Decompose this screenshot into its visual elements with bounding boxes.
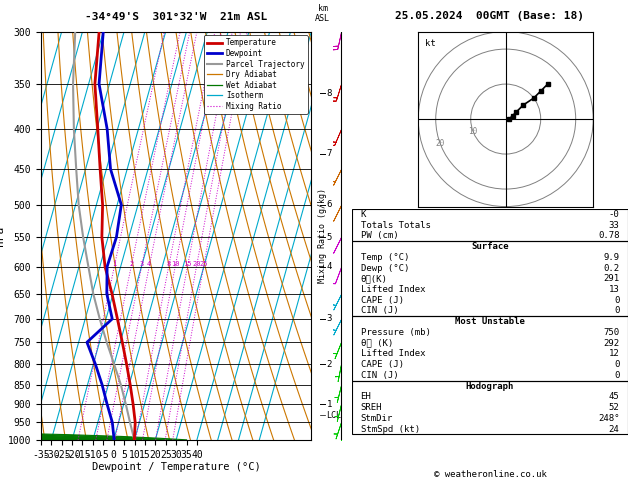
- Text: 10: 10: [468, 126, 477, 136]
- Text: 0.78: 0.78: [598, 231, 620, 240]
- Text: 750: 750: [603, 328, 620, 337]
- Text: 20: 20: [192, 260, 201, 267]
- Text: kt: kt: [425, 38, 436, 48]
- Text: 52: 52: [609, 403, 620, 412]
- Text: 1: 1: [112, 260, 116, 267]
- X-axis label: Dewpoint / Temperature (°C): Dewpoint / Temperature (°C): [92, 462, 260, 472]
- Text: Dewp (°C): Dewp (°C): [360, 263, 409, 273]
- Text: 8: 8: [326, 89, 332, 98]
- Text: 5: 5: [326, 233, 332, 242]
- Text: Pressure (mb): Pressure (mb): [360, 328, 430, 337]
- Text: 2: 2: [129, 260, 133, 267]
- Bar: [352, 209, 628, 241]
- Text: 33: 33: [609, 221, 620, 229]
- Text: 15: 15: [183, 260, 192, 267]
- Legend: Temperature, Dewpoint, Parcel Trajectory, Dry Adiabat, Wet Adiabat, Isotherm, Mi: Temperature, Dewpoint, Parcel Trajectory…: [204, 35, 308, 114]
- Text: 20: 20: [435, 139, 445, 148]
- Text: Most Unstable: Most Unstable: [455, 317, 525, 326]
- Text: SREH: SREH: [360, 403, 382, 412]
- Text: 0: 0: [614, 360, 620, 369]
- Text: 25: 25: [199, 260, 208, 267]
- Text: 291: 291: [603, 274, 620, 283]
- Text: 3: 3: [326, 314, 332, 323]
- Text: 0: 0: [614, 296, 620, 305]
- Text: CAPE (J): CAPE (J): [360, 360, 404, 369]
- Text: StmSpd (kt): StmSpd (kt): [360, 425, 420, 434]
- Text: Hodograph: Hodograph: [466, 382, 514, 391]
- Text: θᴇ (K): θᴇ (K): [360, 339, 392, 347]
- Text: 4: 4: [147, 260, 152, 267]
- Text: CIN (J): CIN (J): [360, 307, 398, 315]
- Text: Surface: Surface: [471, 242, 509, 251]
- Text: PW (cm): PW (cm): [360, 231, 398, 240]
- Text: 9.9: 9.9: [603, 253, 620, 262]
- Text: 292: 292: [603, 339, 620, 347]
- Bar: [352, 241, 628, 316]
- Text: 3: 3: [140, 260, 143, 267]
- Text: Lifted Index: Lifted Index: [360, 285, 425, 294]
- Text: K: K: [360, 210, 366, 219]
- Text: StmDir: StmDir: [360, 414, 392, 423]
- Text: LCL: LCL: [326, 411, 342, 420]
- Text: Mixing Ratio (g/kg): Mixing Ratio (g/kg): [318, 188, 328, 283]
- Text: Lifted Index: Lifted Index: [360, 349, 425, 359]
- Text: 13: 13: [609, 285, 620, 294]
- Bar: [352, 316, 628, 381]
- Text: km
ASL: km ASL: [315, 4, 330, 23]
- Y-axis label: hPa: hPa: [0, 226, 5, 246]
- Bar: [352, 381, 628, 434]
- Text: 8: 8: [167, 260, 171, 267]
- Text: 0: 0: [614, 307, 620, 315]
- Text: θᴇ(K): θᴇ(K): [360, 274, 387, 283]
- Text: -34°49'S  301°32'W  21m ASL: -34°49'S 301°32'W 21m ASL: [85, 12, 267, 22]
- Text: CIN (J): CIN (J): [360, 371, 398, 380]
- Text: 24: 24: [609, 425, 620, 434]
- Text: 12: 12: [609, 349, 620, 359]
- Text: © weatheronline.co.uk: © weatheronline.co.uk: [433, 469, 547, 479]
- Text: 248°: 248°: [598, 414, 620, 423]
- Text: EH: EH: [360, 392, 371, 401]
- Text: 2: 2: [326, 360, 332, 369]
- Text: 10: 10: [171, 260, 179, 267]
- Text: 6: 6: [326, 200, 332, 209]
- Text: 0.2: 0.2: [603, 263, 620, 273]
- Text: 4: 4: [326, 262, 332, 271]
- Text: Temp (°C): Temp (°C): [360, 253, 409, 262]
- Text: Totals Totals: Totals Totals: [360, 221, 430, 229]
- Text: 0: 0: [614, 371, 620, 380]
- Text: 45: 45: [609, 392, 620, 401]
- Text: 7: 7: [326, 149, 332, 158]
- Text: 25.05.2024  00GMT (Base: 18): 25.05.2024 00GMT (Base: 18): [396, 11, 584, 21]
- Text: CAPE (J): CAPE (J): [360, 296, 404, 305]
- Text: 1: 1: [326, 399, 332, 409]
- Text: -0: -0: [609, 210, 620, 219]
